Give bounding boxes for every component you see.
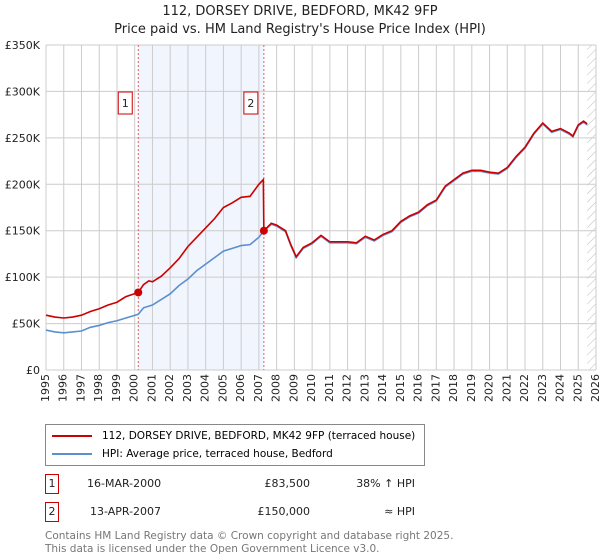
legend-swatch-property [52, 435, 92, 437]
footer: Contains HM Land Registry data © Crown c… [45, 530, 453, 556]
x-tick-label: 2013 [358, 374, 371, 402]
x-tick-label: 2016 [412, 374, 425, 402]
shaded-ownership-period [138, 45, 264, 370]
y-tick-label: £300K [5, 85, 41, 98]
x-tick-label: 1999 [110, 374, 123, 402]
transaction-marker: 1 [45, 474, 59, 494]
y-tick-label: £0 [26, 364, 40, 377]
footer-line-2: This data is licensed under the Open Gov… [45, 543, 380, 555]
y-tick-label: £250K [5, 132, 41, 145]
hatched-forecast-region [587, 45, 596, 370]
transaction-hpi: 38% ↑ HPI [356, 477, 415, 490]
footer-line-1: Contains HM Land Registry data © Crown c… [45, 530, 454, 542]
x-tick-label: 2008 [270, 374, 283, 402]
transaction-date: 13-APR-2007 [90, 505, 162, 518]
transaction-price: £83,500 [264, 477, 311, 490]
chart-subtitle: Price paid vs. HM Land Registry's House … [114, 22, 486, 37]
x-tick-label: 2001 [145, 374, 158, 402]
x-tick-label: 2006 [234, 374, 247, 402]
y-tick-label: £200K [5, 178, 41, 191]
x-tick-label: 2000 [128, 374, 141, 402]
x-tick-label: 2017 [429, 374, 442, 402]
x-tick-label: 1995 [39, 374, 52, 402]
y-tick-label: £150K [5, 225, 41, 238]
x-tick-label: 2020 [483, 374, 496, 402]
x-tick-label: 2005 [216, 374, 229, 402]
transaction-date: 16-MAR-2000 [87, 477, 162, 490]
x-tick-label: 2022 [518, 374, 531, 402]
x-tick-label: 1997 [74, 374, 87, 402]
transaction-row: 1 16-MAR-2000 £83,500 38% ↑ HPI [45, 474, 445, 494]
chart-title: 112, DORSEY DRIVE, BEDFORD, MK42 9FP [162, 4, 438, 19]
y-tick-label: £350K [5, 39, 41, 52]
x-tick-label: 2012 [341, 374, 354, 402]
x-tick-label: 2004 [199, 374, 212, 402]
sale-label: 2 [247, 97, 254, 110]
x-tick-label: 2007 [252, 374, 265, 402]
legend-swatch-hpi [52, 453, 92, 455]
hpi-series-line [45, 121, 588, 334]
sale-point [259, 226, 268, 235]
x-tick-label: 2026 [589, 374, 600, 402]
legend-label-property: 112, DORSEY DRIVE, BEDFORD, MK42 9FP (te… [102, 430, 416, 442]
sale-label-box [117, 91, 133, 115]
x-tick-label: 1996 [57, 374, 70, 402]
legend-label-hpi: HPI: Average price, terraced house, Bedf… [102, 448, 333, 460]
sale-label: 1 [122, 97, 129, 110]
x-tick-label: 2009 [287, 374, 300, 402]
x-tick-label: 2023 [536, 374, 549, 402]
x-tick-label: 2025 [571, 374, 584, 402]
x-tick-label: 2010 [305, 374, 318, 402]
x-tick-label: 2011 [323, 374, 336, 402]
x-tick-label: 2003 [181, 374, 194, 402]
sale-point [134, 288, 143, 297]
x-tick-label: 2002 [163, 374, 176, 402]
sale-label-box [243, 91, 259, 115]
y-tick-label: £100K [5, 271, 41, 284]
transaction-hpi: ≈ HPI [384, 505, 415, 518]
property-series-line [45, 120, 588, 319]
x-tick-label: 2015 [394, 374, 407, 402]
transaction-row: 2 13-APR-2007 £150,000 ≈ HPI [45, 502, 445, 522]
plot-area: 1995 1996 1997 1998 1999 2000 2001 2002 2003 2004… [5, 39, 600, 402]
transaction-price: £150,000 [257, 505, 311, 518]
x-tick-label: 1998 [92, 374, 105, 402]
x-tick-label: 2024 [554, 374, 567, 402]
y-tick-label: £50K [12, 318, 41, 331]
legend: 112, DORSEY DRIVE, BEDFORD, MK42 9FP (te… [45, 424, 425, 466]
x-tick-label: 2018 [447, 374, 460, 402]
x-tick-label: 2019 [465, 374, 478, 402]
x-tick-label: 2014 [376, 374, 389, 402]
x-tick-label: 2021 [500, 374, 513, 402]
transaction-marker: 2 [45, 502, 59, 522]
